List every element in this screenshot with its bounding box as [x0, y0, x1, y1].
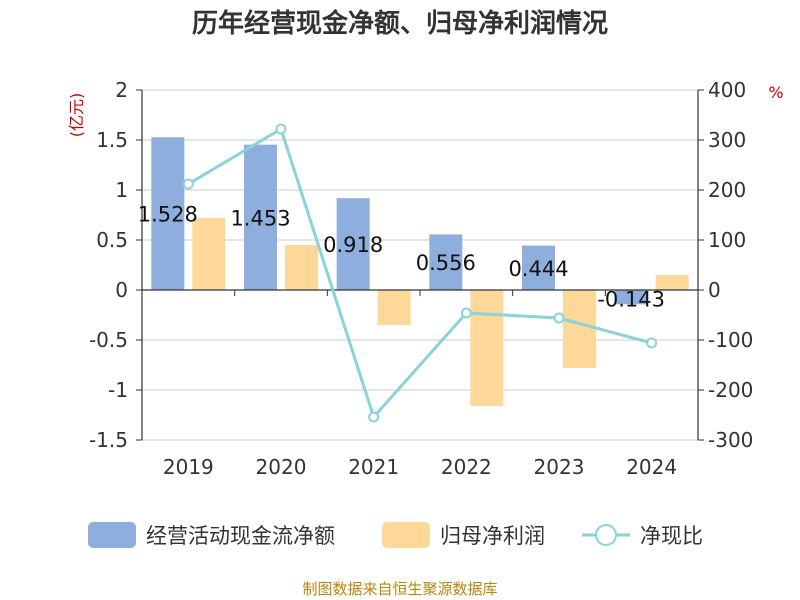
left-tick-label: -1: [108, 378, 128, 402]
left-axis-unit: (亿元): [67, 93, 86, 138]
net-profit-bar: [470, 290, 504, 406]
net-cash-ratio-point: [182, 178, 194, 190]
legend-cashflow-label: 经营活动现金流净额: [146, 524, 335, 548]
left-tick-label: -0.5: [89, 328, 128, 352]
net-cash-ratio-point: [646, 337, 658, 349]
legend-net-profit-swatch: [382, 522, 430, 548]
cashflow-bar: [336, 198, 370, 290]
x-tick-label: 2023: [534, 455, 585, 479]
left-tick-label: 1: [115, 178, 128, 202]
legend-net-profit-label: 归母净利润: [440, 524, 545, 548]
net-cash-ratio-point: [460, 307, 472, 319]
net-profit-bar: [655, 275, 689, 290]
cashflow-bar: [429, 234, 463, 290]
net-cash-ratio-point: [368, 411, 380, 423]
x-tick-label: 2024: [626, 455, 677, 479]
legend-net-profit: 归母净利润: [382, 522, 545, 548]
right-tick-label: 300: [708, 128, 746, 152]
cashflow-data-label: 1.528: [138, 203, 198, 227]
right-tick-label: 400: [708, 78, 746, 102]
left-tick-label: 0.5: [96, 228, 128, 252]
x-tick-label: 2021: [348, 455, 399, 479]
right-tick-label: -200: [708, 378, 753, 402]
legend-cashflow: 经营活动现金流净额: [88, 522, 335, 548]
net-cash-ratio-point: [553, 312, 565, 324]
cashflow-data-label: 1.453: [230, 206, 290, 230]
cashflow-data-label: 0.444: [508, 257, 568, 281]
left-tick-label: 0: [115, 278, 128, 302]
net-profit-bar: [377, 290, 411, 325]
right-tick-label: -100: [708, 328, 753, 352]
legend-net-cash-ratio-swatch-marker: [595, 524, 617, 546]
x-tick-label: 2019: [163, 455, 214, 479]
net-profit-bar: [192, 218, 226, 290]
cashflow-data-label: -0.143: [597, 287, 665, 311]
cashflow-bar: [614, 290, 648, 305]
right-tick-label: 200: [708, 178, 746, 202]
right-axis-unit: %: [768, 83, 783, 102]
right-tick-label: -300: [708, 428, 753, 452]
right-tick-label: 0: [708, 278, 721, 302]
right-tick-label: 100: [708, 228, 746, 252]
cashflow-data-label: 0.918: [323, 233, 383, 257]
left-tick-label: 1.5: [96, 128, 128, 152]
cashflow-data-label: 0.556: [416, 251, 476, 275]
x-tick-label: 2020: [256, 455, 307, 479]
chart-title: 历年经营现金净额、归母净利润情况: [192, 8, 608, 39]
data-source-note: 制图数据来自恒生聚源数据库: [302, 580, 497, 598]
legend-net-cash-ratio-label: 净现比: [640, 524, 703, 548]
net-cash-ratio-point: [275, 123, 287, 135]
net-profit-bar: [563, 290, 596, 368]
cashflow-bar: [522, 245, 555, 290]
x-tick-label: 2022: [441, 455, 492, 479]
legend-net-cash-ratio: 净现比: [582, 524, 703, 548]
left-tick-label: -1.5: [89, 428, 128, 452]
left-tick-label: 2: [115, 78, 128, 102]
net-profit-bar: [285, 245, 318, 290]
legend-cashflow-swatch: [88, 522, 136, 548]
net-cash-ratio-line: [187, 126, 653, 420]
cashflow-bar: [244, 144, 277, 290]
cashflow-bar: [151, 137, 185, 290]
